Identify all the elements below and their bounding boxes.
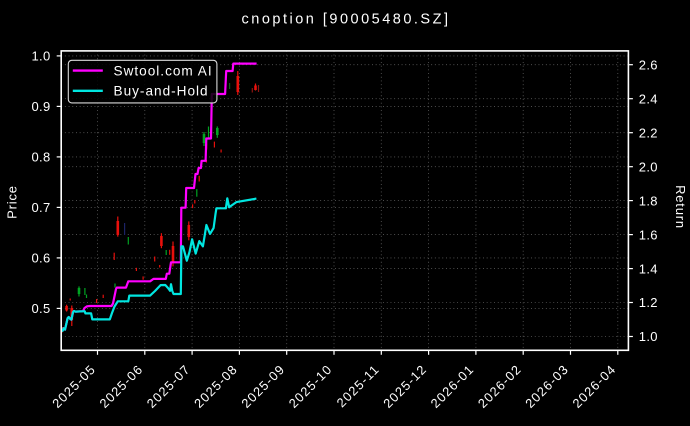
svg-text:1.4: 1.4 xyxy=(639,261,658,276)
svg-text:0.5: 0.5 xyxy=(32,301,51,316)
svg-text:0.9: 0.9 xyxy=(32,99,51,114)
svg-text:1.2: 1.2 xyxy=(639,295,658,310)
svg-text:2.2: 2.2 xyxy=(639,125,658,140)
svg-text:0.6: 0.6 xyxy=(32,251,51,266)
svg-text:2.0: 2.0 xyxy=(639,159,658,174)
svg-text:cnoption [90005480.SZ]: cnoption [90005480.SZ] xyxy=(242,12,451,28)
svg-text:Buy-and-Hold: Buy-and-Hold xyxy=(114,84,209,99)
svg-text:1.8: 1.8 xyxy=(639,193,658,208)
svg-text:1.0: 1.0 xyxy=(639,329,658,344)
svg-text:0.7: 0.7 xyxy=(32,200,51,215)
svg-text:1.0: 1.0 xyxy=(32,49,51,64)
svg-text:Price: Price xyxy=(5,185,20,219)
svg-text:Return: Return xyxy=(673,185,688,229)
svg-text:Swtool.com AI: Swtool.com AI xyxy=(114,63,213,78)
svg-text:0.8: 0.8 xyxy=(32,150,51,165)
svg-text:2.6: 2.6 xyxy=(639,57,658,72)
svg-text:2.4: 2.4 xyxy=(639,91,658,106)
svg-text:1.6: 1.6 xyxy=(639,227,658,242)
